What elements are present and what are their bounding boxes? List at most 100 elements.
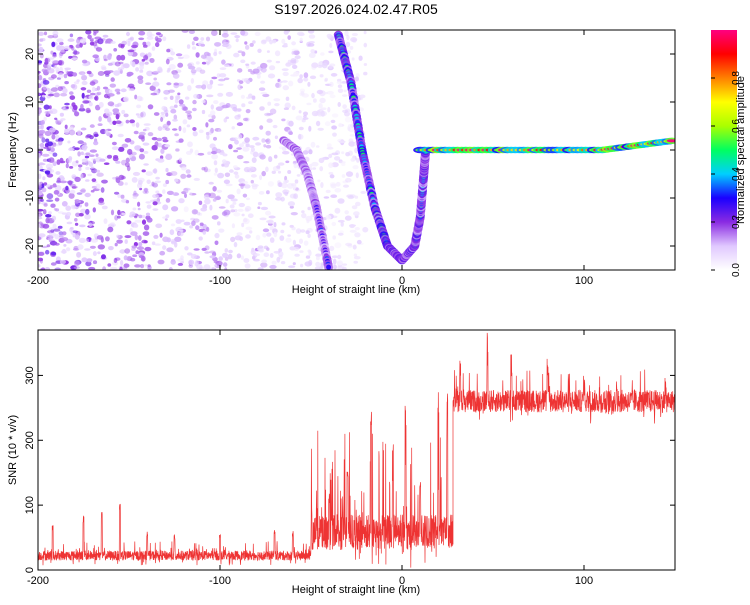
x-tick-label: -200 xyxy=(27,275,49,287)
heatmap-cell xyxy=(64,128,70,135)
heatmap-cell xyxy=(167,89,175,93)
heatmap-cell xyxy=(318,103,323,109)
heatmap-feature-zero-frequency-line xyxy=(413,137,675,154)
heatmap-cell xyxy=(108,246,114,251)
heatmap-cell xyxy=(287,35,292,40)
heatmap-cell xyxy=(217,172,225,179)
heatmap-cell xyxy=(177,56,184,60)
heatmap-cell xyxy=(363,63,368,66)
heatmap-cell xyxy=(350,157,356,162)
heatmap-cell xyxy=(265,210,272,216)
heatmap-cell xyxy=(248,93,253,99)
heatmap-cell xyxy=(45,163,54,170)
heatmap-cell xyxy=(300,263,304,268)
heatmap-cell xyxy=(89,39,94,42)
heatmap-cell xyxy=(103,58,108,62)
y-tick-label: -20 xyxy=(24,238,36,254)
x-tick-label: 0 xyxy=(399,275,405,287)
heatmap-cell xyxy=(279,80,283,84)
heatmap-cell xyxy=(44,130,52,137)
heatmap-cell xyxy=(113,70,121,76)
heatmap-cell xyxy=(150,92,158,96)
heatmap-cell xyxy=(207,151,212,155)
heatmap-cell xyxy=(47,68,55,74)
heatmap-cell xyxy=(283,107,289,110)
heatmap-cell xyxy=(219,73,227,78)
heatmap-cell xyxy=(306,102,312,106)
heatmap-cell xyxy=(241,103,246,108)
heatmap-cell xyxy=(80,127,87,131)
heatmap-cell xyxy=(39,142,45,148)
heatmap-cell xyxy=(145,212,151,217)
heatmap-cell xyxy=(51,64,55,67)
heatmap-cell xyxy=(299,37,303,42)
heatmap-cell xyxy=(240,255,244,260)
heatmap-cell xyxy=(189,225,194,229)
heatmap-cell xyxy=(234,35,241,39)
heatmap-cell xyxy=(341,151,345,155)
heatmap-cell xyxy=(269,65,276,71)
heatmap-cell xyxy=(229,204,235,209)
heatmap-cell xyxy=(144,264,148,267)
heatmap-cell xyxy=(315,261,321,267)
heatmap-cell xyxy=(131,123,136,127)
heatmap-cell xyxy=(216,189,223,193)
heatmap-cell xyxy=(227,194,235,200)
heatmap-cell xyxy=(291,41,296,46)
heatmap-cell xyxy=(58,231,64,236)
heatmap-cell xyxy=(181,166,187,171)
heatmap-cell xyxy=(162,183,167,188)
heatmap-cell xyxy=(236,155,244,160)
heatmap-cell xyxy=(342,104,347,109)
heatmap-cell xyxy=(74,218,78,222)
heatmap-cell xyxy=(287,170,292,174)
heatmap-cell xyxy=(69,95,76,100)
heatmap-cell xyxy=(147,104,154,110)
heatmap-cell xyxy=(50,87,58,92)
heatmap-cell xyxy=(137,235,142,241)
heatmap-cell xyxy=(74,222,79,226)
heatmap-cell xyxy=(135,122,140,128)
heatmap-cell xyxy=(177,258,185,262)
heatmap-cell xyxy=(85,166,90,170)
heatmap-cell xyxy=(139,64,144,70)
heatmap-cell xyxy=(192,127,197,131)
heatmap-cell xyxy=(110,77,115,82)
heatmap-cell xyxy=(258,191,265,195)
heatmap-cell xyxy=(134,94,138,100)
heatmap-cell xyxy=(190,254,197,259)
heatmap-cell xyxy=(211,76,218,80)
heatmap-cell xyxy=(170,259,176,265)
heatmap-cell xyxy=(81,92,85,99)
heatmap-cell xyxy=(182,54,190,59)
heatmap-cell xyxy=(123,113,129,118)
heatmap-cell xyxy=(117,102,122,107)
heatmap-cell xyxy=(249,230,253,234)
heatmap-cell xyxy=(105,236,110,242)
heatmap-cell xyxy=(166,247,174,253)
heatmap-cell xyxy=(74,260,80,267)
heatmap-cell xyxy=(177,62,184,68)
heatmap-cell xyxy=(245,226,253,231)
heatmap-cell xyxy=(48,231,56,237)
heatmap-cell xyxy=(57,211,64,214)
heatmap-cell xyxy=(107,101,115,107)
heatmap-cell xyxy=(97,38,104,45)
heatmap-cell xyxy=(117,215,121,219)
heatmap-cell xyxy=(156,137,162,142)
heatmap-cell xyxy=(330,73,338,77)
heatmap-cell xyxy=(52,30,59,36)
heatmap-cell xyxy=(140,112,144,118)
heatmap-cell xyxy=(264,139,269,143)
heatmap-cell xyxy=(298,133,302,140)
heatmap-cell xyxy=(187,114,193,120)
heatmap-cell xyxy=(354,232,361,238)
x-tick-label: 100 xyxy=(575,275,593,287)
heatmap-cell xyxy=(258,249,264,253)
heatmap-cell xyxy=(59,180,67,184)
heatmap-cell xyxy=(42,153,50,157)
heatmap-cell xyxy=(84,155,90,159)
colorbar-tick-label: 0.6 xyxy=(731,119,742,133)
heatmap-cell xyxy=(280,261,286,265)
heatmap-cell xyxy=(315,145,320,148)
